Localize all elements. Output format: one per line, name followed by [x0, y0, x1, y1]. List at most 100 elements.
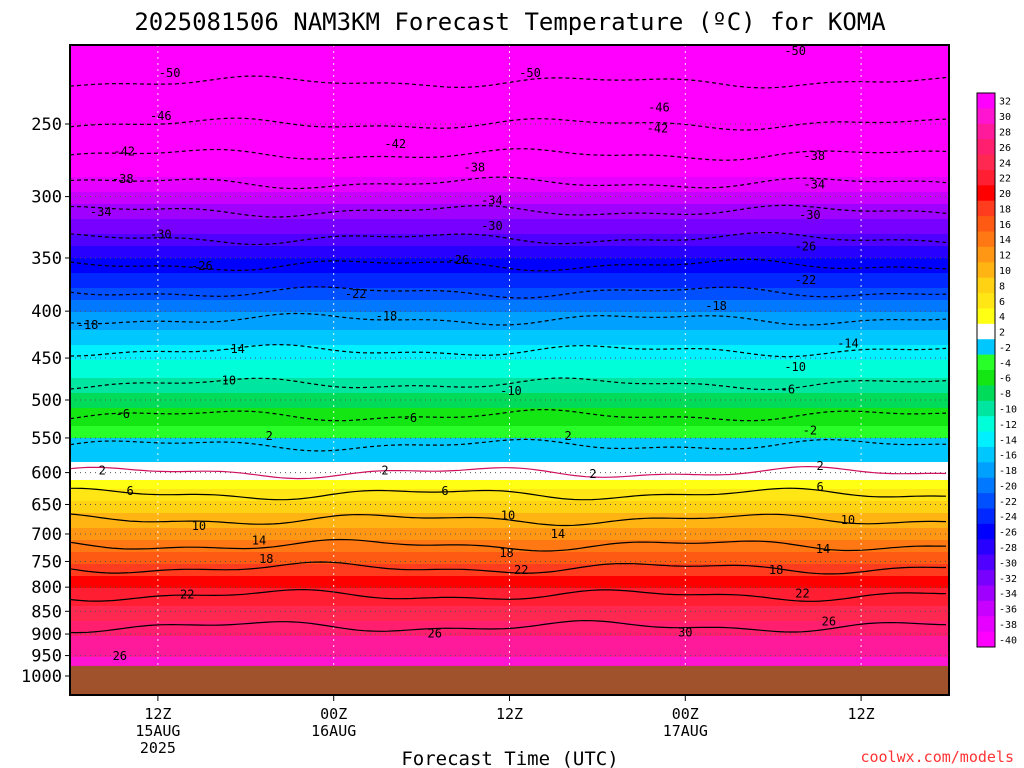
colorbar-swatch	[977, 446, 995, 463]
contour-label: 26	[822, 614, 836, 628]
temperature-band	[70, 264, 949, 268]
temperature-band	[70, 48, 949, 52]
temperature-band	[70, 366, 949, 370]
temperature-band	[70, 618, 949, 622]
ground-surface	[70, 665, 949, 695]
y-tick-label: 550	[31, 429, 62, 449]
temperature-band	[70, 198, 949, 202]
colorbar-swatch	[977, 400, 995, 417]
temperature-band	[70, 66, 949, 70]
colorbar-swatch	[977, 523, 995, 540]
contour-label: 30	[678, 625, 692, 639]
temperature-band	[70, 552, 949, 556]
temperature-band	[70, 144, 949, 148]
temperature-band	[70, 480, 949, 484]
colorbar-label: -34	[999, 589, 1017, 600]
x-tick-label: 15AUG	[135, 722, 180, 740]
contour-label: 22	[795, 587, 809, 601]
temperature-band	[70, 186, 949, 190]
contour-label: -6	[116, 407, 130, 421]
x-tick-label: 12Z	[496, 705, 523, 723]
temperature-band	[70, 342, 949, 346]
colorbar-swatch	[977, 216, 995, 232]
contour-label: -14	[223, 342, 245, 356]
credit-text[interactable]: coolwx.com/models	[860, 748, 1014, 766]
contour-label: 2	[99, 464, 106, 478]
temperature-band	[70, 564, 949, 568]
x-tick-label: 17AUG	[663, 722, 708, 740]
colorbar-swatch	[977, 293, 995, 309]
contour-label: -10	[500, 384, 522, 398]
temperature-band	[70, 396, 949, 400]
temperature-band	[70, 228, 949, 232]
colorbar-swatch	[977, 508, 995, 525]
contour-label: 22	[514, 563, 528, 577]
colorbar-label: -18	[999, 466, 1017, 477]
colorbar-label: 28	[999, 127, 1011, 138]
colorbar-label: -28	[999, 543, 1017, 554]
temperature-band	[70, 540, 949, 544]
colorbar-swatch	[977, 308, 995, 325]
temperature-band	[70, 450, 949, 454]
contour-label: -34	[90, 205, 112, 219]
temperature-band	[70, 312, 949, 316]
contour-label: -14	[837, 337, 859, 351]
contour-label: 18	[259, 552, 273, 566]
isotherm-contour	[70, 561, 946, 575]
temperature-band	[70, 108, 949, 112]
contour-label: -18	[376, 309, 398, 323]
temperature-band	[70, 606, 949, 610]
colorbar-swatch	[977, 631, 995, 648]
y-tick-label: 250	[31, 115, 62, 135]
color-scale-bar: 32 30 28 26 24 22 20 18 16 14 12 10 8 6 4 2 -2 -4 -6 -8 -10 -…	[976, 92, 1017, 648]
colorbar-label: 18	[999, 204, 1011, 215]
contour-label: -22	[795, 273, 817, 287]
temperature-band	[70, 162, 949, 166]
temperature-band	[70, 276, 949, 280]
y-tick-label: 950	[31, 647, 62, 667]
chart-title: 2025081506 NAM3KM Forecast Temperature (…	[134, 8, 886, 36]
contour-label: -42	[113, 145, 135, 159]
colorbar-swatch	[977, 154, 995, 171]
isotherm-contour	[70, 465, 947, 480]
temperature-band	[70, 60, 949, 64]
colorbar-swatch	[977, 262, 995, 279]
colorbar-label: 16	[999, 220, 1011, 231]
temperature-band	[70, 462, 949, 466]
colorbar-label: -30	[999, 558, 1017, 569]
temperature-band	[70, 168, 949, 172]
temperature-band	[70, 126, 949, 130]
contour-label: -22	[345, 287, 367, 301]
contour-label: -50	[159, 66, 181, 80]
colorbar-label: -2	[999, 343, 1011, 354]
colorbar-label: 6	[999, 297, 1005, 308]
contour-label: -10	[784, 360, 806, 374]
contour-label: -6	[781, 383, 795, 397]
colorbar-swatch	[977, 385, 995, 402]
temperature-band	[70, 546, 949, 550]
colorbar-swatch	[977, 339, 995, 356]
colorbar-label: -14	[999, 435, 1017, 446]
colorbar-swatch	[977, 493, 995, 509]
temperature-band	[70, 654, 949, 658]
temperature-band	[70, 432, 949, 436]
colorbar-label: 14	[999, 235, 1011, 246]
temperature-band	[70, 270, 949, 274]
contour-label: 14	[551, 527, 565, 541]
temperature-band	[70, 456, 949, 460]
colorbar-label: -20	[999, 481, 1017, 492]
temperature-band	[70, 252, 949, 256]
contour-label: -18	[705, 299, 727, 313]
contour-label: -38	[803, 149, 825, 163]
temperature-band	[70, 348, 949, 352]
contour-label: -30	[799, 208, 821, 222]
temperature-band	[70, 336, 949, 340]
temperature-band	[70, 150, 949, 154]
temperature-band	[70, 636, 949, 640]
temperature-band	[70, 78, 949, 82]
temperature-band	[70, 588, 949, 592]
x-tick-label: 00Z	[672, 705, 699, 723]
contour-label: 14	[252, 534, 266, 548]
colorbar-label: -36	[999, 605, 1017, 616]
